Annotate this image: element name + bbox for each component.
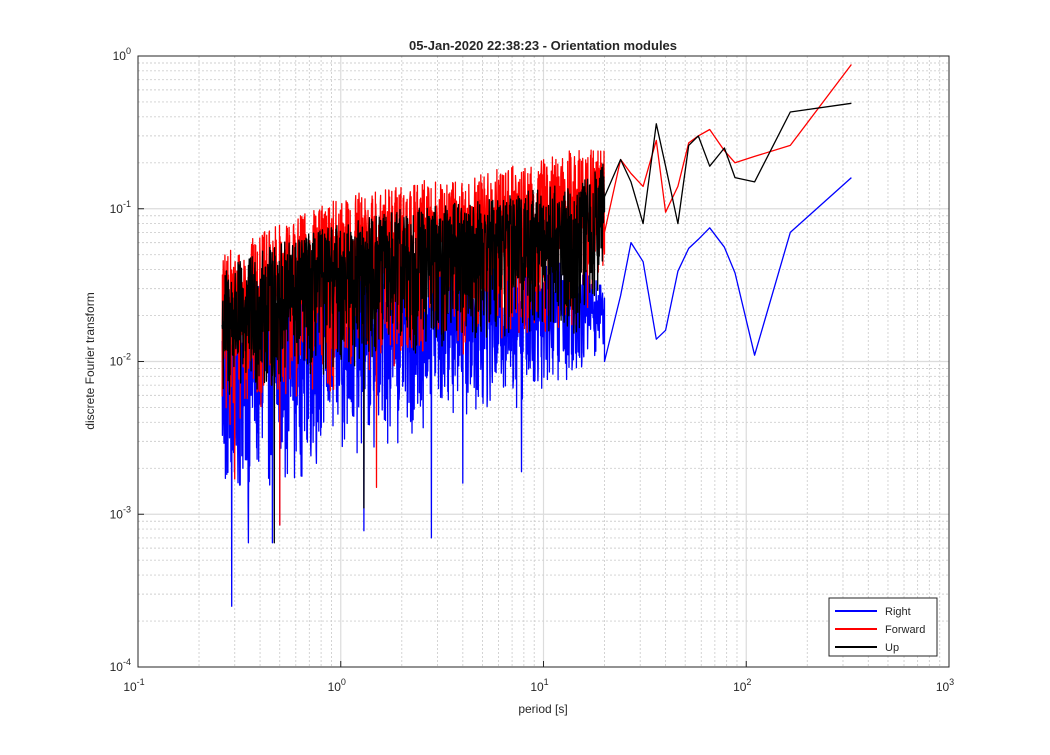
y-axis-label: discrete Fourier transform [83,292,97,429]
series-layer [221,64,852,607]
x-tick-label: 100 [328,677,346,694]
x-tick-label: 101 [530,677,548,694]
series-up [221,102,852,544]
y-axis-ticks: 10-4 10-3 10-2 10-1 100 [110,46,144,674]
legend: Right Forward Up [828,597,938,657]
y-tick-label: 10-2 [110,352,131,369]
chart-title: 05-Jan-2020 22:38:23 - Orientation modul… [409,38,677,53]
y-tick-label: 10-4 [110,657,131,674]
series-line-up [221,102,852,544]
x-tick-label: 103 [936,677,954,694]
x-axis-label: period [s] [518,702,567,716]
x-tick-label: 10-1 [123,677,144,694]
legend-label-right: Right [885,606,911,618]
x-axis-ticks: 10-1 100 101 102 103 [123,661,954,694]
y-tick-label: 10-3 [110,504,131,521]
legend-label-forward: Forward [885,624,925,636]
x-tick-label: 102 [733,677,751,694]
y-tick-label: 10-1 [110,199,131,216]
y-tick-label: 100 [113,46,131,63]
legend-label-up: Up [885,642,899,654]
